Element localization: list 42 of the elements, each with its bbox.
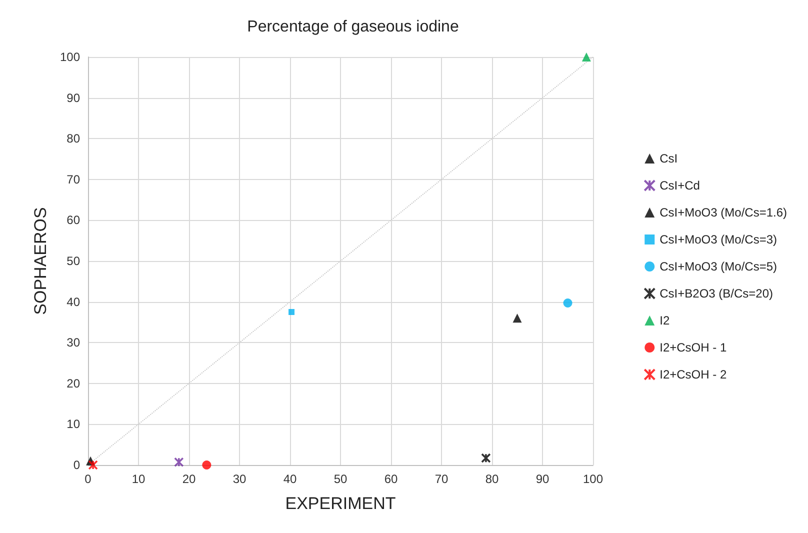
y-tick-label: 80 bbox=[66, 132, 80, 146]
y-axis-title: SOPHAEROS bbox=[31, 207, 50, 315]
legend-label: CsI+MoO3 (Mo/Cs=3) bbox=[660, 232, 778, 246]
point bbox=[481, 453, 491, 463]
x-tick-label: 10 bbox=[132, 472, 146, 486]
x-tick-label: 60 bbox=[384, 472, 398, 486]
legend-label: CsI+MoO3 (Mo/Cs=5) bbox=[660, 260, 778, 274]
y-tick-label: 90 bbox=[66, 90, 80, 105]
y-tick-label: 20 bbox=[66, 376, 80, 390]
y-tick-label: 40 bbox=[66, 294, 80, 309]
y-tick-label: 100 bbox=[60, 50, 80, 64]
legend-label: I2+CsOH - 2 bbox=[660, 368, 727, 382]
x-tick-label: 40 bbox=[283, 472, 297, 486]
point bbox=[563, 298, 572, 308]
y-tick-label: 50 bbox=[66, 254, 80, 268]
point bbox=[88, 460, 98, 470]
y-tick-label: 30 bbox=[66, 336, 80, 350]
x-tick-label: 100 bbox=[582, 472, 604, 486]
x-tick-label: 20 bbox=[182, 472, 196, 486]
legend-label: I2 bbox=[660, 314, 670, 328]
x-tick-label: 80 bbox=[485, 472, 499, 486]
x-tick-label: 50 bbox=[334, 472, 348, 486]
x-tick-label: 30 bbox=[232, 472, 246, 486]
chart-title: Percentage of gaseous iodine bbox=[247, 18, 459, 36]
point bbox=[512, 314, 522, 323]
point bbox=[174, 457, 184, 468]
y-tick-label: 10 bbox=[66, 417, 80, 432]
x-tick-label: 90 bbox=[536, 472, 550, 486]
point bbox=[202, 460, 212, 470]
y-tick-label: 70 bbox=[66, 172, 80, 186]
x-tick-label: 70 bbox=[434, 472, 448, 486]
legend-label: CsI+MoO3 (Mo/Cs=1.6) bbox=[660, 206, 788, 220]
legend-label: CsI bbox=[660, 152, 678, 166]
legend-label: CsI+Cd bbox=[660, 178, 700, 192]
x-tick-label: 0 bbox=[84, 472, 92, 486]
legend-label: I2+CsOH - 1 bbox=[660, 340, 727, 354]
point bbox=[288, 309, 295, 315]
y-tick-label: 60 bbox=[66, 213, 80, 228]
point bbox=[582, 52, 591, 62]
legend-label: CsI+B2O3 (B/Cs=20) bbox=[660, 286, 774, 300]
y-tick-label: 0 bbox=[73, 458, 80, 472]
x-axis-title: EXPERIMENT bbox=[285, 494, 396, 513]
